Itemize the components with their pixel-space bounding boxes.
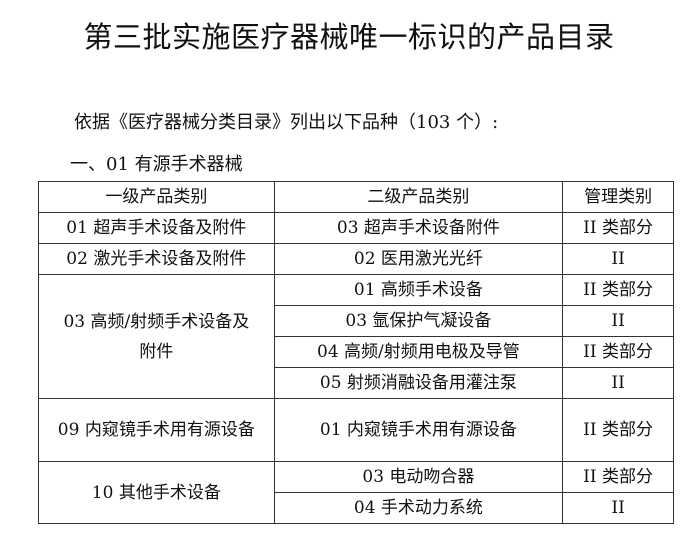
mgmt-cell: II 类部分 (562, 461, 674, 493)
level2-cell: 03 超声手术设备附件 (273, 212, 564, 244)
level2-cell: 03 电动吻合器 (273, 461, 564, 493)
mgmt-cell: II (562, 305, 674, 337)
table-row: 03 氩保护气凝设备 II (39, 305, 674, 337)
mgmt-cell: II (562, 243, 674, 275)
level1-cell: 09 内窥镜手术用有源设备 (38, 398, 275, 462)
level2-cell: 03 氩保护气凝设备 (273, 305, 564, 337)
header-level2: 二级产品类别 (273, 181, 564, 213)
document-subtitle: 依据《医疗器械分类目录》列出以下品种（103 个）: (74, 112, 499, 133)
table-row: 04 手术动力系统 II (39, 492, 674, 524)
table-row: 03 高频/射频手术设备及附件 01 高频手术设备 II 类部分 (38, 274, 674, 399)
section-heading: 一、01 有源手术器械 (70, 154, 243, 175)
table-row: 01 超声手术设备及附件 03 超声手术设备附件 II 类部分 (38, 212, 674, 244)
document-title: 第三批实施医疗器械唯一标识的产品目录 (83, 20, 615, 54)
header-level1: 一级产品类别 (38, 181, 275, 213)
header-mgmt: 管理类别 (562, 181, 674, 213)
mgmt-cell: II 类部分 (562, 274, 674, 306)
level1-cell: 03 高频/射频手术设备及附件 (38, 274, 275, 399)
mgmt-cell: II 类部分 (562, 212, 674, 244)
level1-cell: 01 超声手术设备及附件 (38, 212, 275, 244)
level2-cell: 05 射频消融设备用灌注泵 (273, 367, 564, 399)
level2-cell: 01 内窥镜手术用有源设备 (273, 398, 564, 462)
mgmt-cell: II 类部分 (562, 336, 674, 368)
product-catalog-table: 一级产品类别 二级产品类别 管理类别 01 超声手术设备及附件 03 超声手术设… (38, 181, 674, 524)
level2-cell: 04 高频/射频用电极及导管 (273, 336, 564, 368)
table-row: 10 其他手术设备 03 电动吻合器 II 类部分 (38, 461, 674, 524)
table-header-row: 一级产品类别 二级产品类别 管理类别 (38, 181, 674, 213)
level2-cell: 01 高频手术设备 (273, 274, 564, 306)
level1-cell: 02 激光手术设备及附件 (38, 243, 275, 275)
level1-cell: 10 其他手术设备 (38, 461, 275, 524)
table-row: 02 激光手术设备及附件 02 医用激光光纤 II (38, 243, 674, 275)
table-row: 09 内窥镜手术用有源设备 01 内窥镜手术用有源设备 II 类部分 (38, 398, 674, 462)
table-row: 05 射频消融设备用灌注泵 II (39, 367, 674, 399)
mgmt-cell: II (562, 367, 674, 399)
mgmt-cell: II (562, 492, 674, 524)
mgmt-cell: II 类部分 (562, 398, 674, 462)
level2-cell: 02 医用激光光纤 (273, 243, 564, 275)
level2-cell: 04 手术动力系统 (273, 492, 564, 524)
